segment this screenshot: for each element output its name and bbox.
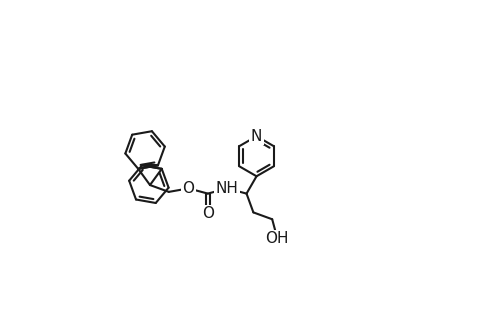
Text: NH: NH <box>216 181 238 196</box>
Text: OH: OH <box>266 231 289 246</box>
Text: N: N <box>251 129 262 144</box>
Text: O: O <box>202 206 214 221</box>
Text: O: O <box>182 181 194 196</box>
